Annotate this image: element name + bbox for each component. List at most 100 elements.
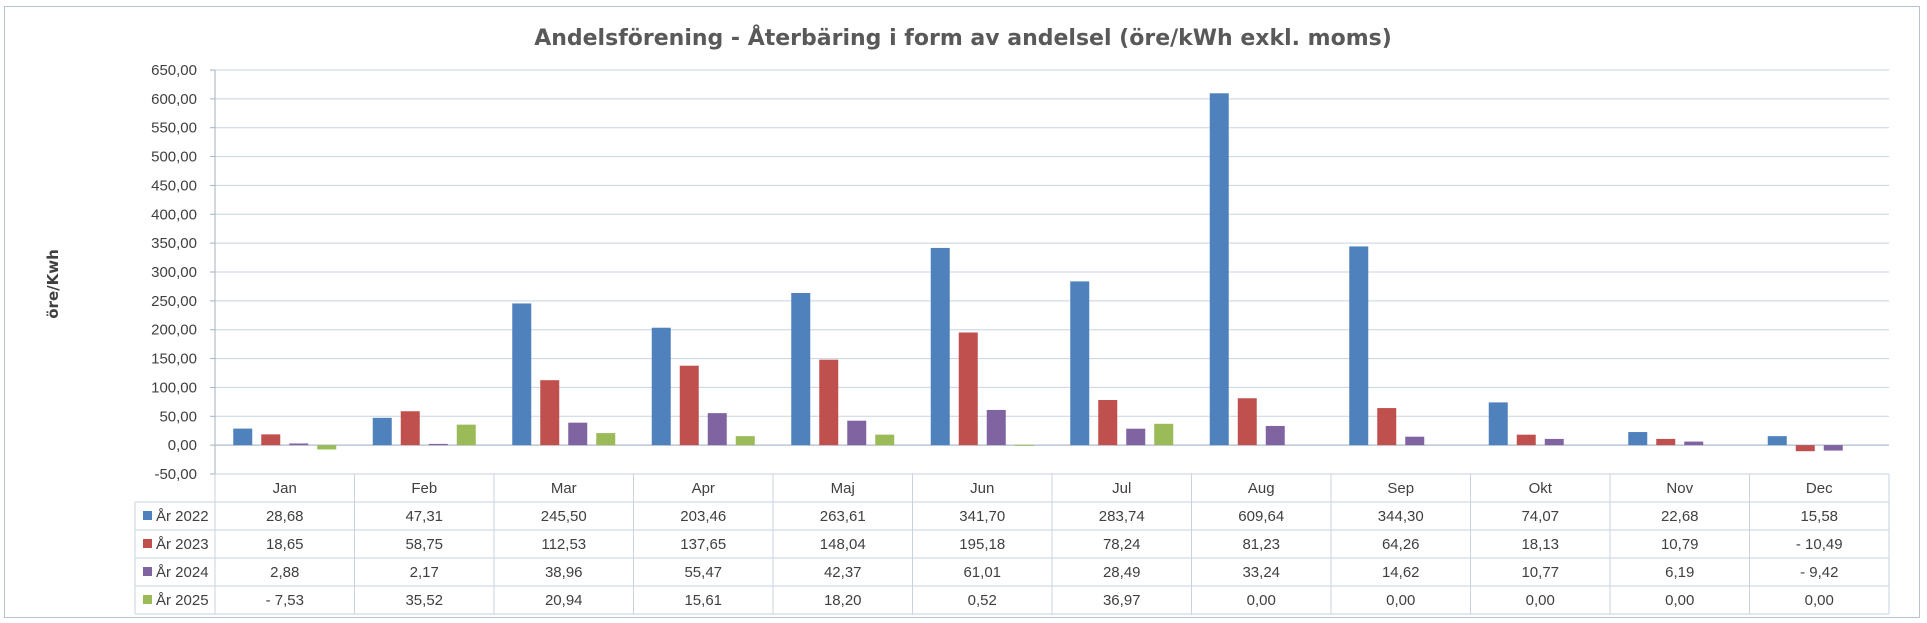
y-tick-label: 450,00: [151, 177, 197, 194]
data-table-cell: 74,07: [1521, 508, 1559, 525]
bar-år-2023-nov: [1656, 438, 1676, 446]
chart-frame: [4, 6, 1920, 618]
bar-år-2024-sep: [1405, 436, 1425, 446]
x-category-label: Sep: [1387, 480, 1414, 497]
data-table-cell: 33,24: [1242, 564, 1280, 581]
y-tick-label: 200,00: [151, 322, 197, 339]
data-table-cell: 28,49: [1103, 564, 1141, 581]
data-table-cell: 6,19: [1665, 564, 1694, 581]
y-tick-label: 50,00: [159, 408, 197, 425]
data-table-cell: 18,20: [824, 592, 862, 609]
data-table-cell: 42,37: [824, 564, 862, 581]
bar-år-2023-okt: [1516, 434, 1536, 446]
data-table-cell: 64,26: [1382, 536, 1420, 553]
legend-swatch: [143, 567, 152, 576]
data-table-cell: 15,61: [684, 592, 722, 609]
data-table-cell: 0,00: [1386, 592, 1415, 609]
y-tick-label: 400,00: [151, 206, 197, 223]
data-table-cell: 2,88: [270, 564, 299, 581]
bar-år-2022-jul: [1070, 281, 1090, 446]
legend-series-name: År 2023: [156, 536, 209, 553]
x-category-label: Nov: [1666, 480, 1693, 497]
data-table-cell: 15,58: [1800, 508, 1838, 525]
legend-series-name: År 2025: [156, 592, 209, 609]
data-table-cell: 341,70: [959, 508, 1005, 525]
bar-år-2025-mar: [596, 433, 616, 446]
data-table-cell: - 7,53: [266, 592, 304, 609]
data-table-cell: 14,62: [1382, 564, 1420, 581]
data-table-cell: 148,04: [820, 536, 866, 553]
bar-år-2023-dec: [1795, 445, 1815, 452]
bar-år-2024-okt: [1544, 438, 1564, 446]
y-tick-label: 0,00: [168, 437, 197, 454]
data-table-cell: 344,30: [1378, 508, 1424, 525]
data-table-cell: 18,65: [266, 536, 304, 553]
bar-år-2022-feb: [372, 417, 392, 446]
bar-år-2023-jan: [261, 434, 281, 446]
bar-år-2024-feb: [428, 443, 448, 446]
bar-år-2023-sep: [1377, 408, 1397, 446]
bar-år-2024-aug: [1265, 425, 1285, 446]
data-table-cell: 78,24: [1103, 536, 1141, 553]
legend-swatch: [143, 511, 152, 520]
data-table-cell: 58,75: [405, 536, 443, 553]
y-tick-label: 250,00: [151, 293, 197, 310]
data-table-cell: 18,13: [1521, 536, 1559, 553]
bar-år-2025-jul: [1154, 423, 1174, 446]
bar-år-2025-maj: [875, 434, 895, 446]
bar-år-2024-jun: [986, 409, 1006, 446]
x-category-label: Mar: [551, 480, 577, 497]
legend-series-name: År 2024: [156, 564, 209, 581]
bar-år-2022-jun: [930, 247, 950, 446]
bar-år-2025-feb: [456, 424, 476, 446]
data-table-cell: 0,52: [968, 592, 997, 609]
data-table-cell: 137,65: [680, 536, 726, 553]
bar-år-2023-aug: [1237, 398, 1257, 446]
data-table-cell: 0,00: [1247, 592, 1276, 609]
bar-år-2024-jan: [289, 443, 309, 446]
x-category-label: Jul: [1112, 480, 1131, 497]
bar-år-2022-okt: [1488, 402, 1508, 446]
x-category-label: Jan: [273, 480, 297, 497]
data-table-cell: - 9,42: [1800, 564, 1838, 581]
x-category-label: Dec: [1806, 480, 1833, 497]
bar-år-2024-nov: [1684, 441, 1704, 446]
data-table-cell: 81,23: [1242, 536, 1280, 553]
data-table-cell: 22,68: [1661, 508, 1699, 525]
data-table-cell: 28,68: [266, 508, 304, 525]
y-tick-label: 150,00: [151, 351, 197, 368]
data-table-cell: 0,00: [1665, 592, 1694, 609]
data-table-cell: 10,79: [1661, 536, 1699, 553]
x-category-label: Maj: [831, 480, 855, 497]
y-tick-label: 300,00: [151, 264, 197, 281]
x-category-label: Okt: [1529, 480, 1553, 497]
bar-år-2022-mar: [512, 303, 532, 446]
bar-år-2024-mar: [568, 422, 588, 446]
data-table-cell: 0,00: [1526, 592, 1555, 609]
data-table-cell: 10,77: [1521, 564, 1559, 581]
y-tick-label: 100,00: [151, 379, 197, 396]
bar-år-2025-jan: [317, 445, 337, 450]
chart-title: Andelsförening - Återbäring i form av an…: [534, 25, 1392, 51]
data-table-cell: 36,97: [1103, 592, 1141, 609]
x-category-label: Aug: [1248, 480, 1275, 497]
data-table-cell: 263,61: [820, 508, 866, 525]
data-table-cell: 47,31: [405, 508, 443, 525]
data-table-cell: 283,74: [1099, 508, 1145, 525]
bar-år-2023-maj: [819, 359, 839, 446]
bar-år-2023-jun: [958, 332, 978, 446]
bar-år-2022-apr: [651, 327, 671, 446]
data-table-cell: 609,64: [1238, 508, 1284, 525]
data-table-cell: 112,53: [541, 536, 586, 553]
legend-series-name: År 2022: [156, 508, 209, 525]
data-table-cell: - 10,49: [1796, 536, 1843, 553]
data-table-cell: 195,18: [959, 536, 1005, 553]
y-tick-label: 650,00: [151, 62, 197, 79]
x-category-label: Feb: [411, 480, 437, 497]
data-table-cell: 55,47: [684, 564, 722, 581]
y-axis-label: öre/Kwh: [44, 249, 62, 319]
bar-år-2022-nov: [1628, 432, 1648, 446]
bar-år-2022-dec: [1767, 436, 1787, 446]
bar-år-2024-apr: [707, 413, 727, 446]
